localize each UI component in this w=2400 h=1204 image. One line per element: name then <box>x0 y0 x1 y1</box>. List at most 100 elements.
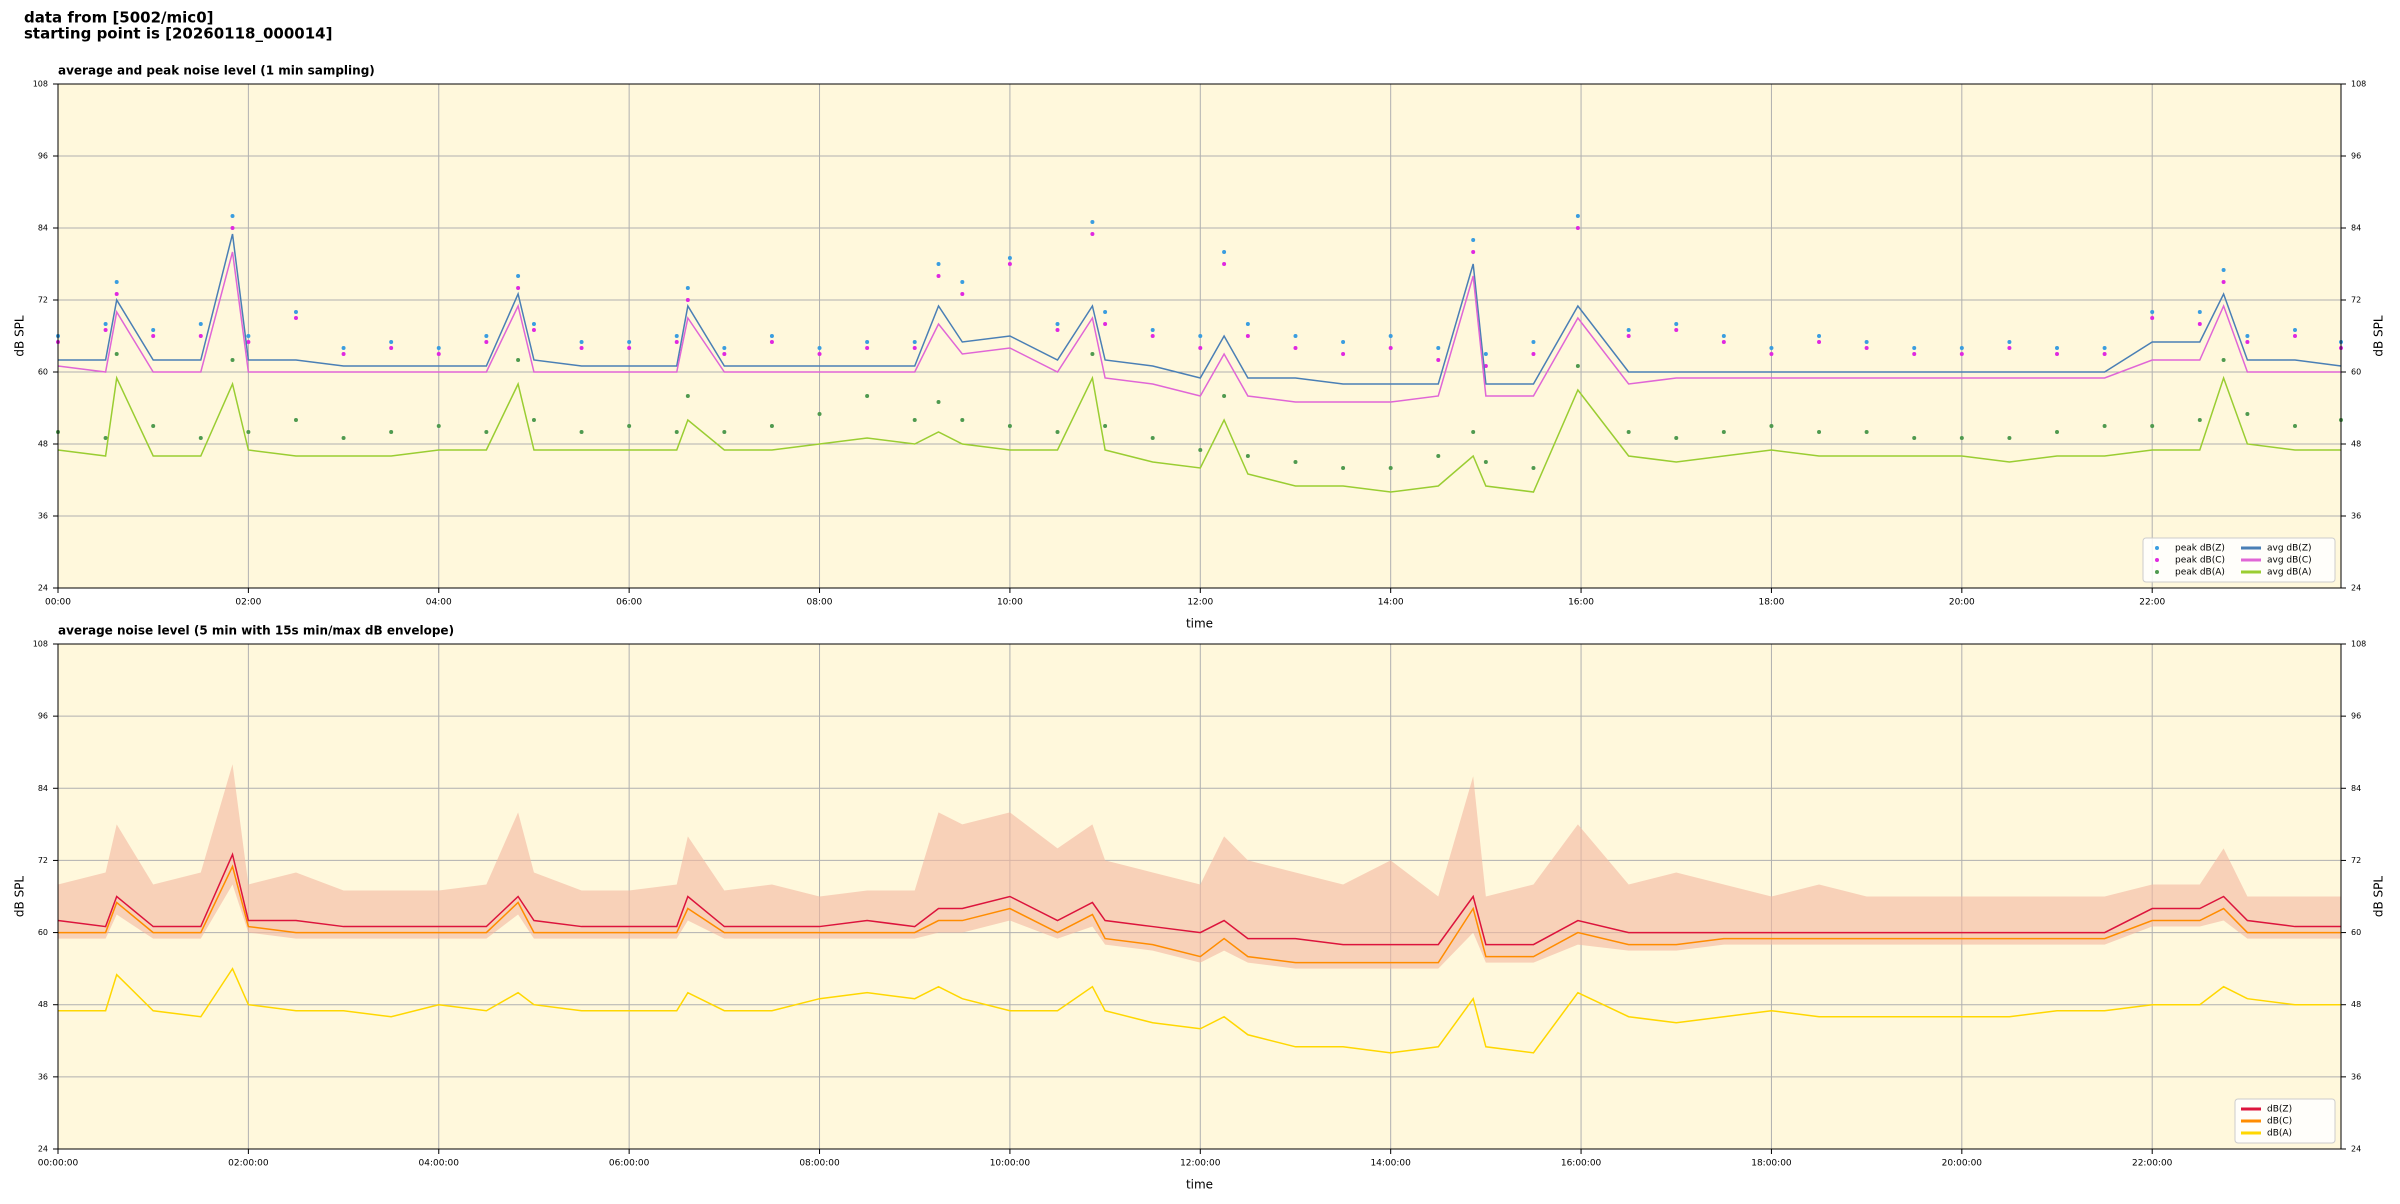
peak-point <box>230 226 235 230</box>
peak-point <box>151 328 156 332</box>
peak-point <box>1055 430 1060 434</box>
peak-point <box>1341 352 1346 356</box>
peak-point <box>389 340 394 344</box>
peak-point <box>1959 436 1964 440</box>
y-tick-label: 84 <box>2351 224 2361 233</box>
y-tick-label: 48 <box>2351 1000 2361 1009</box>
y-tick-label: 84 <box>38 784 48 793</box>
peak-point <box>1436 454 1441 458</box>
peak-point <box>2150 424 2155 428</box>
peak-point <box>2102 346 2107 350</box>
x-tick-label: 12:00 <box>1187 598 1213 608</box>
peak-point <box>246 340 251 344</box>
peak-point <box>1531 352 1536 356</box>
peak-point <box>2150 316 2155 320</box>
y-axis-label: dB SPL <box>13 315 27 357</box>
peak-point <box>1341 466 1346 470</box>
peak-point <box>2221 280 2226 284</box>
peak-point <box>1626 328 1631 332</box>
peak-point <box>484 334 489 338</box>
peak-point <box>2150 310 2155 314</box>
peak-point <box>1769 352 1774 356</box>
peak-point <box>1864 430 1869 434</box>
y-tick-label: 60 <box>38 368 48 377</box>
peak-point <box>103 322 108 326</box>
peak-point <box>114 352 119 356</box>
peak-point <box>1341 340 1346 344</box>
peak-point <box>912 346 917 350</box>
header-line: data from [5002/mic0] <box>24 9 214 27</box>
peak-point <box>912 418 917 422</box>
peak-point <box>960 280 965 284</box>
peak-point <box>1769 424 1774 428</box>
legend-label: avg dB(A) <box>2267 568 2311 578</box>
peak-point <box>1912 436 1917 440</box>
peak-point <box>627 340 632 344</box>
peak-point <box>1222 250 1227 254</box>
peak-point <box>912 340 917 344</box>
x-tick-label: 14:00 <box>1378 598 1404 608</box>
y-tick-label: 24 <box>2351 584 2361 593</box>
peak-point <box>1245 334 1250 338</box>
peak-point <box>246 430 251 434</box>
x-tick-label: 02:00:00 <box>228 1159 269 1169</box>
peak-point <box>436 352 441 356</box>
peak-point <box>151 424 156 428</box>
legend-marker <box>2155 546 2159 550</box>
legend-label: peak dB(Z) <box>2175 544 2225 554</box>
peak-point <box>1721 334 1726 338</box>
peak-point <box>531 322 536 326</box>
peak-point <box>436 424 441 428</box>
x-tick-label: 04:00 <box>426 598 452 608</box>
peak-point <box>1817 340 1822 344</box>
peak-point <box>2292 328 2297 332</box>
peak-point <box>230 358 235 362</box>
x-tick-label: 18:00:00 <box>1751 1159 1792 1169</box>
peak-point <box>1721 340 1726 344</box>
peak-point <box>1531 466 1536 470</box>
legend-label: avg dB(C) <box>2267 556 2312 566</box>
series-line <box>57 375 2341 493</box>
peak-point <box>2221 268 2226 272</box>
legend-label: dB(C) <box>2267 1117 2292 1127</box>
x-tick-label: 20:00 <box>1949 598 1975 608</box>
y-tick-label: 72 <box>2351 856 2361 865</box>
peak-point <box>103 328 108 332</box>
peak-point <box>579 340 584 344</box>
y-tick-label: 48 <box>38 1000 48 1009</box>
peak-point <box>817 352 822 356</box>
y-tick-label: 60 <box>2351 928 2361 937</box>
peak-point <box>531 328 536 332</box>
legend-label: dB(Z) <box>2267 1105 2292 1115</box>
y-tick-label: 108 <box>2351 80 2366 89</box>
plot-title: average and peak noise level (1 min samp… <box>58 64 375 78</box>
peak-point <box>685 298 690 302</box>
peak-point <box>1103 322 1108 326</box>
series-line <box>57 852 2341 946</box>
peak-point <box>1471 430 1476 434</box>
peak-point <box>627 346 632 350</box>
x-tick-label: 18:00 <box>1758 598 1784 608</box>
x-tick-label: 08:00 <box>807 598 833 608</box>
peak-point <box>722 430 727 434</box>
peak-point <box>484 430 489 434</box>
x-tick-label: 00:00:00 <box>38 1159 79 1169</box>
peak-point <box>1388 466 1393 470</box>
peak-point <box>1055 322 1060 326</box>
y-tick-label: 108 <box>33 80 48 89</box>
peak-point <box>2292 424 2297 428</box>
peak-point <box>389 346 394 350</box>
peak-point <box>2221 358 2226 362</box>
peak-point <box>341 436 346 440</box>
peak-point <box>341 346 346 350</box>
peak-point <box>1007 262 1012 266</box>
x-tick-label: 02:00 <box>235 598 261 608</box>
legend-label: dB(A) <box>2267 1129 2292 1139</box>
peak-point <box>674 334 679 338</box>
y-tick-label: 72 <box>38 856 48 865</box>
peak-point <box>1150 328 1155 332</box>
y-tick-label: 48 <box>2351 440 2361 449</box>
peak-point <box>2245 412 2250 416</box>
series-line <box>58 864 2341 964</box>
peak-point <box>1483 364 1488 368</box>
